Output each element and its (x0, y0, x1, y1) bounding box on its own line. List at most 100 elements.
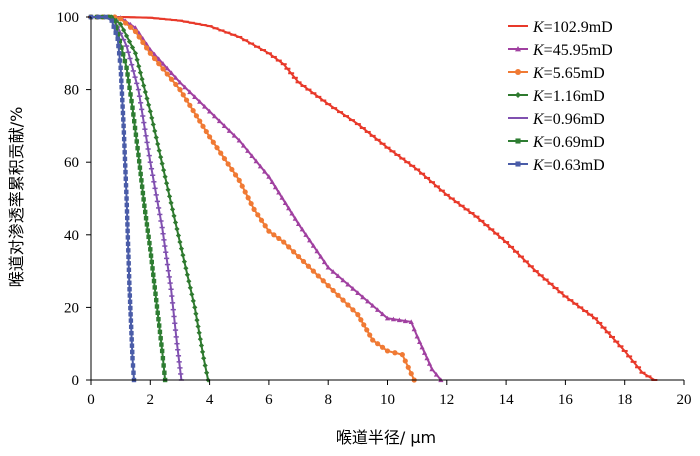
series-marker (136, 159, 142, 164)
series-marker (515, 46, 521, 52)
series-marker (231, 132, 237, 138)
series-marker (197, 99, 203, 104)
legend-item: K=102.9mD (508, 19, 613, 36)
series-marker (103, 14, 109, 20)
series-marker (249, 153, 255, 159)
legend-label-value: =0.63mD (544, 157, 605, 174)
series-marker (417, 339, 423, 344)
series-marker (197, 118, 203, 124)
series-marker (150, 266, 155, 271)
series-marker (251, 206, 257, 212)
series-marker (276, 235, 282, 242)
series-marker (226, 128, 232, 133)
series-marker (183, 265, 189, 271)
series-marker (370, 337, 376, 343)
series-marker (132, 125, 138, 131)
series-marker (120, 52, 126, 57)
series-marker (292, 216, 298, 221)
series-marker (314, 248, 320, 254)
series-marker (187, 285, 193, 291)
series-marker (160, 61, 166, 66)
series-marker (158, 336, 163, 341)
series-line (91, 16, 210, 381)
series-marker (307, 237, 313, 243)
series-marker (164, 71, 170, 77)
series-marker (119, 84, 124, 90)
series-marker (330, 269, 336, 274)
series-marker (119, 91, 125, 96)
series-marker (136, 34, 142, 40)
series-marker (172, 219, 179, 226)
series-marker (139, 76, 145, 82)
series-marker (126, 261, 131, 266)
series-marker (177, 79, 183, 85)
series-marker (192, 304, 198, 310)
series-marker (271, 232, 277, 238)
series-marker (414, 333, 420, 339)
series-marker (143, 209, 148, 215)
x-tick-label: 14 (499, 392, 515, 408)
series-marker (190, 298, 196, 304)
series-marker (515, 69, 521, 75)
series-marker (123, 169, 128, 175)
series-marker (315, 273, 321, 279)
series-marker (129, 343, 135, 348)
series-marker (128, 92, 133, 97)
series-marker (122, 150, 127, 155)
legend-label: K=5.65mD (532, 65, 605, 82)
series-marker (118, 21, 124, 27)
legend-item: K=0.63mD (508, 157, 605, 174)
series-marker (115, 31, 121, 37)
legend-item: K=0.69mD (508, 134, 605, 151)
series-marker (154, 304, 160, 309)
series-marker (151, 55, 158, 62)
legend-label-symbol: K (532, 134, 545, 151)
series-marker (122, 156, 128, 162)
series-marker (207, 134, 213, 140)
series-marker (122, 20, 129, 26)
series-marker (159, 348, 165, 354)
series-marker (150, 121, 156, 128)
y-tick-label: 40 (64, 228, 79, 244)
series-marker (384, 315, 391, 321)
series-marker (291, 249, 297, 255)
series-marker (325, 264, 331, 270)
series-marker (361, 322, 367, 328)
series-marker (245, 195, 251, 201)
series-marker (253, 158, 259, 164)
series-marker (184, 272, 190, 278)
x-tick-label: 8 (324, 392, 332, 408)
series-marker (121, 123, 126, 129)
series-marker (118, 72, 124, 77)
series-marker (429, 366, 435, 372)
series-marker (255, 212, 261, 218)
series-marker (379, 311, 386, 317)
series-marker (152, 128, 158, 134)
series-marker (141, 82, 147, 89)
legend-label-symbol: K (532, 42, 545, 59)
x-tick-label: 4 (206, 392, 214, 408)
series-marker (187, 102, 193, 108)
series-marker (123, 163, 128, 168)
series-marker (232, 172, 239, 178)
series-marker (200, 123, 206, 129)
series-marker (133, 132, 139, 137)
series-marker (156, 323, 162, 328)
series-marker (124, 209, 130, 214)
series-marker (165, 187, 171, 193)
series-marker (225, 161, 231, 167)
y-axis-label: 喉道对渗透率累积贡献/% (7, 107, 26, 288)
series-marker (153, 134, 159, 141)
series-marker (245, 148, 251, 153)
series-marker (424, 355, 430, 361)
legend-label-value: =45.95mD (544, 42, 613, 59)
series-marker (147, 108, 153, 114)
series-marker (130, 356, 135, 361)
y-tick-label: 0 (72, 373, 80, 389)
series-marker (126, 267, 132, 273)
series-marker (281, 239, 287, 245)
series-marker (181, 259, 187, 265)
series-marker (158, 154, 164, 160)
series-marker (129, 330, 134, 336)
series-marker (370, 302, 376, 308)
